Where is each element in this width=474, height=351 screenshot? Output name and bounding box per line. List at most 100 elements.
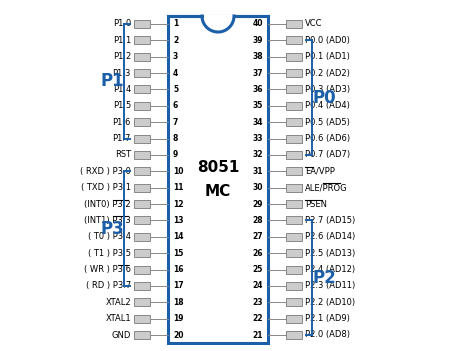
Text: P0.0 (AD0): P0.0 (AD0) [305,36,350,45]
Text: MC: MC [205,184,231,199]
Bar [286,102,302,110]
Bar [134,37,150,44]
Text: 40: 40 [253,20,263,28]
Bar [134,20,150,28]
Text: 37: 37 [252,68,263,78]
Text: P0.3 (AD3): P0.3 (AD3) [305,85,350,94]
Bar [286,69,302,77]
Text: 29: 29 [253,200,263,208]
Text: 5: 5 [173,85,178,94]
Text: GND: GND [111,331,131,339]
Text: P3: P3 [100,220,124,238]
Text: 32: 32 [253,151,263,159]
Bar [134,151,150,159]
Text: P0.1 (AD1): P0.1 (AD1) [305,52,350,61]
Bar [286,86,302,93]
Text: P1.0: P1.0 [113,20,131,28]
Text: RST: RST [115,151,131,159]
Text: EA/VPP: EA/VPP [305,167,335,176]
Text: 12: 12 [173,200,183,208]
Bar [286,20,302,28]
Text: P0.6 (AD6): P0.6 (AD6) [305,134,350,143]
Text: 22: 22 [253,314,263,323]
Text: ALE/PROG: ALE/PROG [305,183,347,192]
Text: 39: 39 [253,36,263,45]
Bar [286,37,302,44]
Bar [134,200,150,208]
Text: 7: 7 [173,118,178,127]
Text: ( RD ) P3.7: ( RD ) P3.7 [86,282,131,290]
Bar [286,217,302,224]
Text: 25: 25 [253,265,263,274]
Text: P0.4 (AD4): P0.4 (AD4) [305,101,350,110]
Bar [286,314,302,323]
Polygon shape [202,16,234,32]
Text: P1.3: P1.3 [113,68,131,78]
Text: 15: 15 [173,249,183,258]
Text: 36: 36 [253,85,263,94]
Bar [286,134,302,143]
Text: 13: 13 [173,216,183,225]
Bar [134,69,150,77]
Text: P0.7 (AD7): P0.7 (AD7) [305,151,350,159]
Text: P2: P2 [312,269,336,287]
Text: 19: 19 [173,314,183,323]
Text: 33: 33 [253,134,263,143]
Text: (INT0) P3.2: (INT0) P3.2 [84,200,131,208]
Text: 17: 17 [173,282,183,290]
Text: 14: 14 [173,232,183,241]
Bar [286,200,302,208]
Text: ( WR ) P3.6: ( WR ) P3.6 [84,265,131,274]
Bar [286,331,302,339]
Text: 34: 34 [253,118,263,127]
Text: 4: 4 [173,68,178,78]
Text: 18: 18 [173,298,183,307]
Bar [286,265,302,273]
Text: 27: 27 [252,232,263,241]
Text: ( RXD ) P3.0: ( RXD ) P3.0 [80,167,131,176]
Bar [134,298,150,306]
Text: 16: 16 [173,265,183,274]
Text: ( TXD ) P3.1: ( TXD ) P3.1 [81,183,131,192]
Text: XTAL1: XTAL1 [105,314,131,323]
Text: 10: 10 [173,167,183,176]
Bar [286,118,302,126]
Bar [134,134,150,143]
Bar [134,102,150,110]
Text: XTAL2: XTAL2 [105,298,131,307]
Text: 11: 11 [173,183,183,192]
Text: P0.5 (AD5): P0.5 (AD5) [305,118,350,127]
Text: 28: 28 [252,216,263,225]
Text: P1.4: P1.4 [113,85,131,94]
Bar [286,298,302,306]
Text: P1.1: P1.1 [113,36,131,45]
Text: 31: 31 [253,167,263,176]
Text: P0: P0 [312,89,336,107]
Text: 20: 20 [173,331,183,339]
Bar [286,151,302,159]
Bar [286,249,302,257]
Bar [134,314,150,323]
Text: (INT1) P3.3: (INT1) P3.3 [84,216,131,225]
Bar [134,233,150,241]
Text: 24: 24 [253,282,263,290]
Bar [286,167,302,175]
Text: 8051: 8051 [197,160,239,175]
Text: 1: 1 [173,20,178,28]
Bar [134,86,150,93]
Bar [286,184,302,192]
Bar [134,331,150,339]
Text: P2.2 (AD10): P2.2 (AD10) [305,298,355,307]
Text: PSEN: PSEN [305,200,327,208]
Text: 9: 9 [173,151,178,159]
Text: P2.7 (AD15): P2.7 (AD15) [305,216,355,225]
Text: P1.2: P1.2 [113,52,131,61]
Bar [134,217,150,224]
Bar [286,233,302,241]
Text: 30: 30 [253,183,263,192]
Bar [134,118,150,126]
Bar [134,249,150,257]
Text: 8: 8 [173,134,178,143]
Text: P1: P1 [100,72,124,90]
Text: 35: 35 [253,101,263,110]
